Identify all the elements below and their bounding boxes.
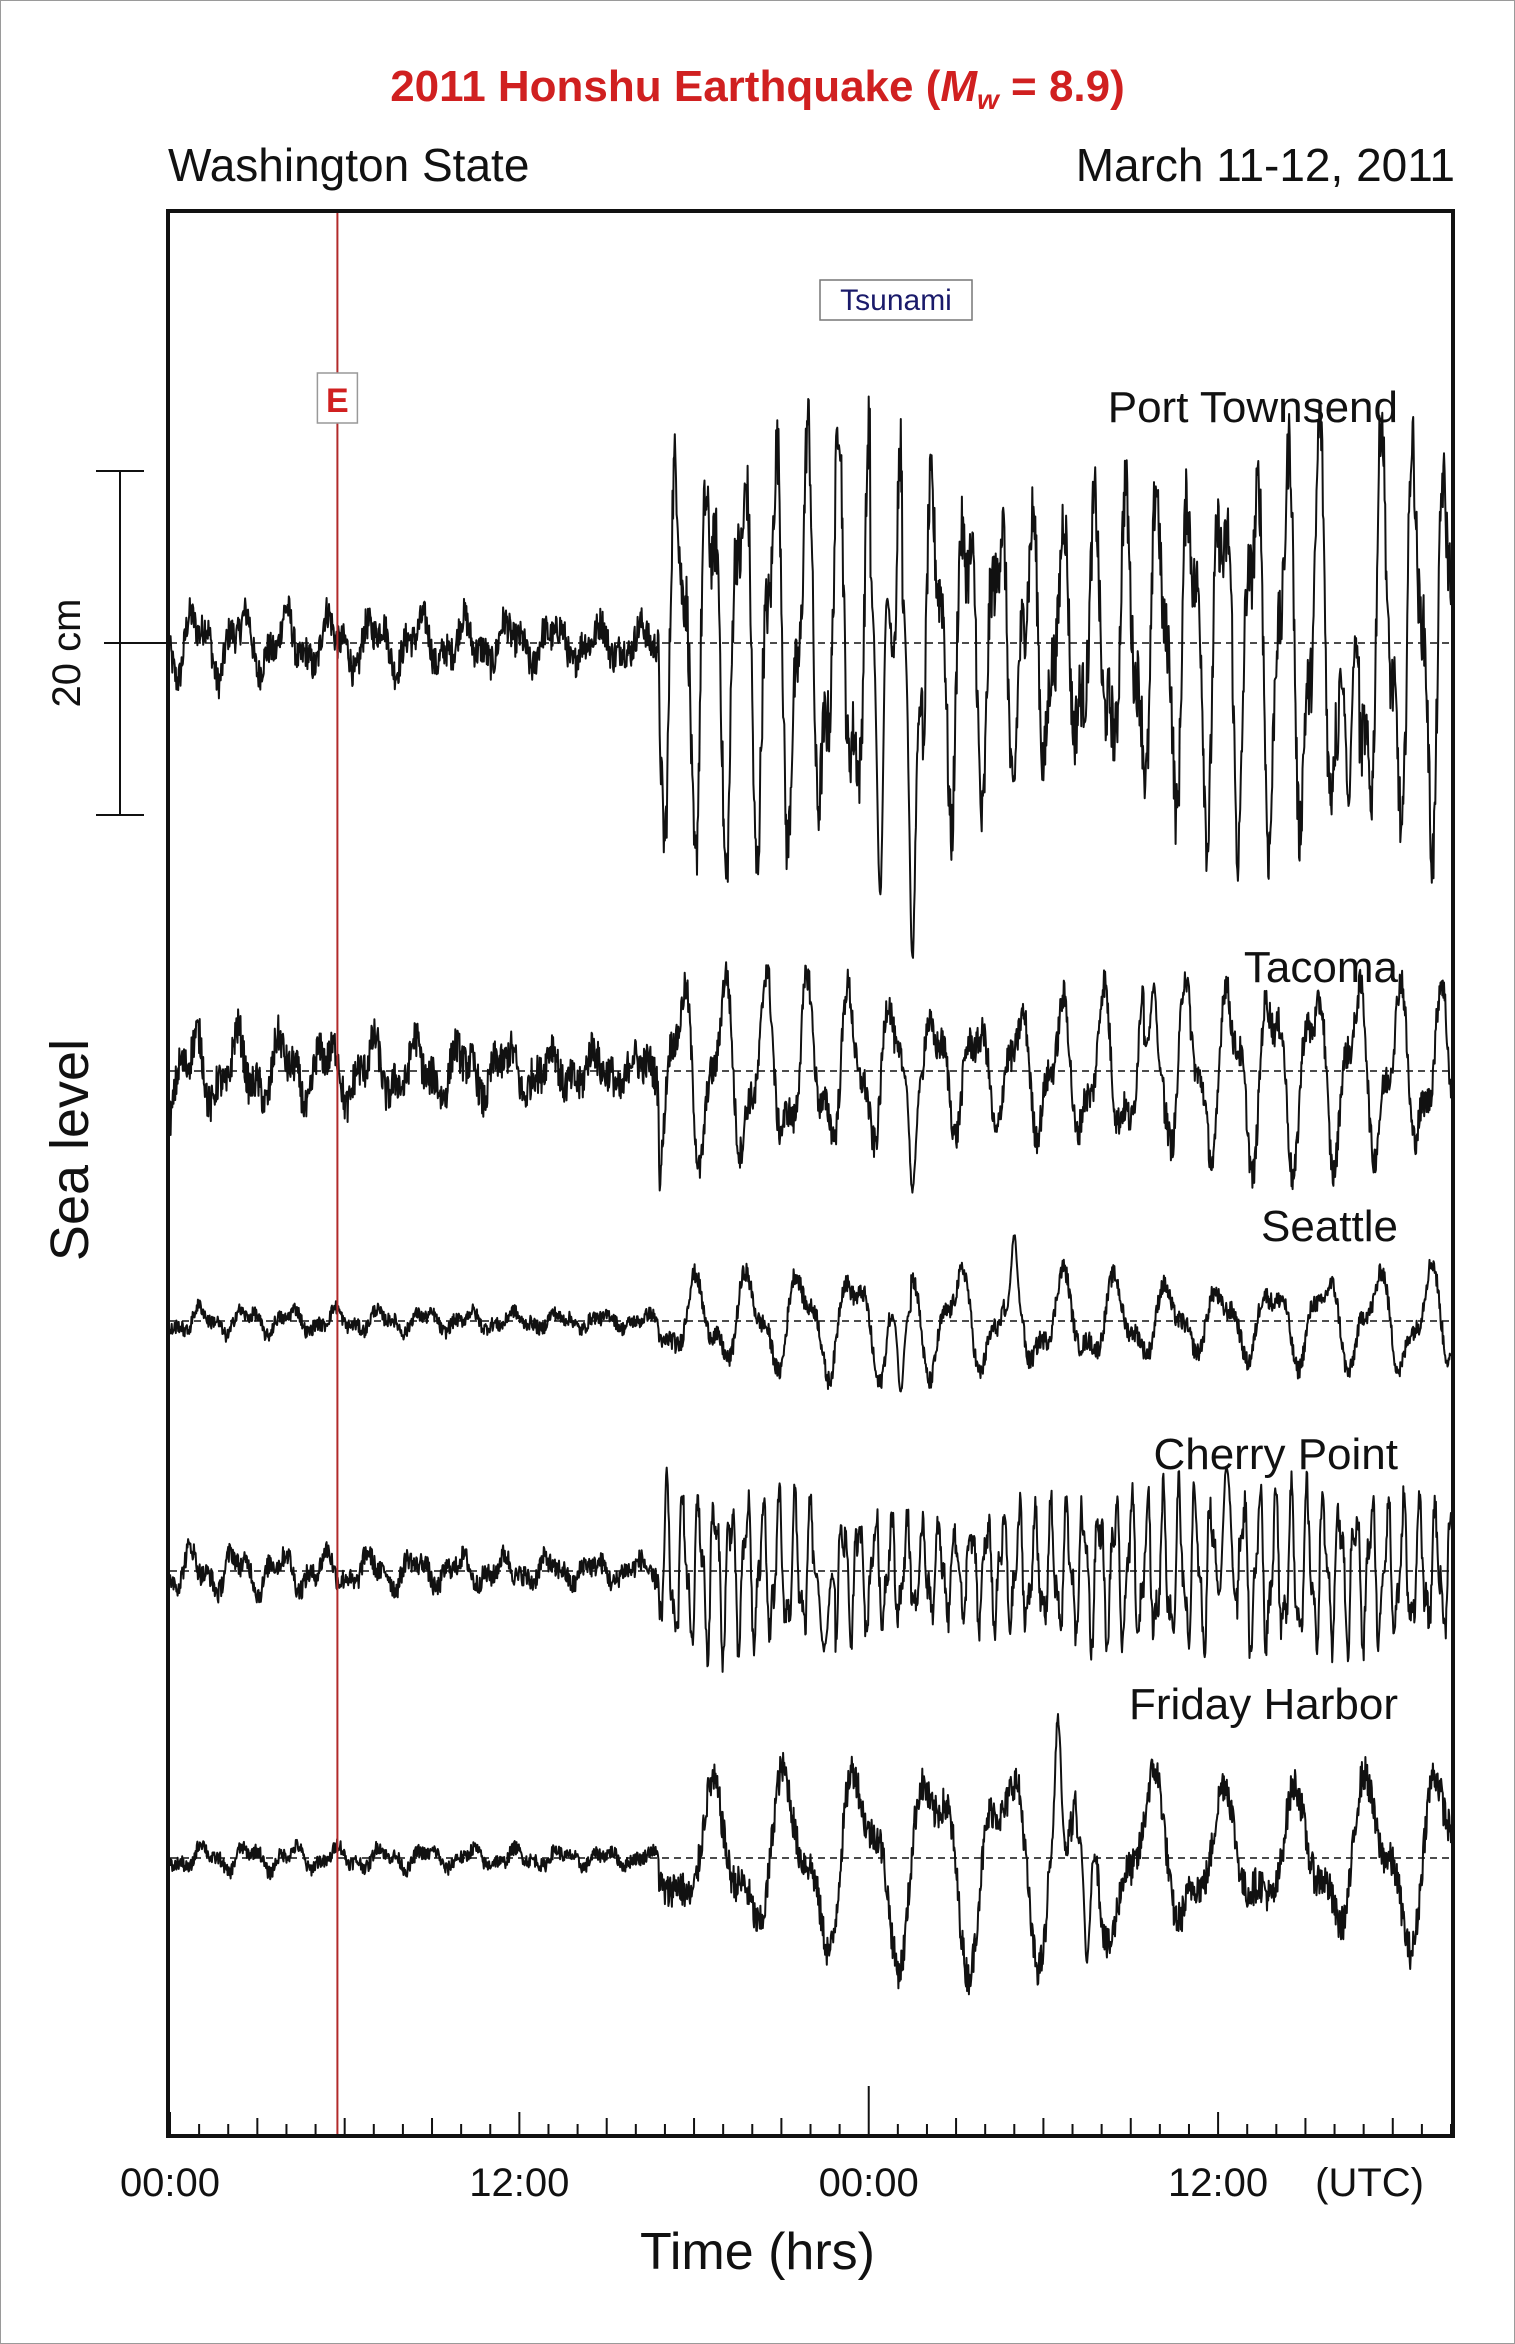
series-line-3 [169,1465,1452,1673]
tsunami-label: Tsunami [840,284,952,317]
scale-bar: 20 cm [45,470,166,816]
series-label-2: Seattle [1261,1202,1398,1251]
series-label-1: Tacoma [1244,943,1399,992]
date-label: March 11-12, 2011 [1075,139,1455,191]
x-tick-label-0: 00:00 [120,2161,220,2205]
series-line-0 [169,395,1452,959]
x-tick-label-3: 12:00 [1168,2161,1268,2205]
event-marker-box [316,372,359,424]
plot-frame [166,209,1455,2138]
series-line-4 [169,1713,1452,1996]
series-line-1 [169,961,1452,1194]
region-label: Washington State [168,139,530,191]
tsunami-box [819,279,973,321]
series-line-2 [169,1234,1452,1393]
x-tick-label-2: 00:00 [819,2161,919,2205]
series-label-0: Port Townsend [1108,383,1398,432]
y-axis-title: Sea level [40,1039,100,1261]
series-label-4: Friday Harbor [1129,1680,1398,1729]
event-marker-label: E [326,382,349,420]
x-tick-label-1: 12:00 [469,2161,569,2205]
scale-bar-label: 20 cm [45,599,89,708]
x-unit-label: (UTC) [1315,2161,1424,2205]
series-label-3: Cherry Point [1153,1430,1398,1479]
x-axis-title: Time (hrs) [640,2223,875,2281]
chart-title: 2011 Honshu Earthquake (Mw = 8.9) [390,62,1125,115]
